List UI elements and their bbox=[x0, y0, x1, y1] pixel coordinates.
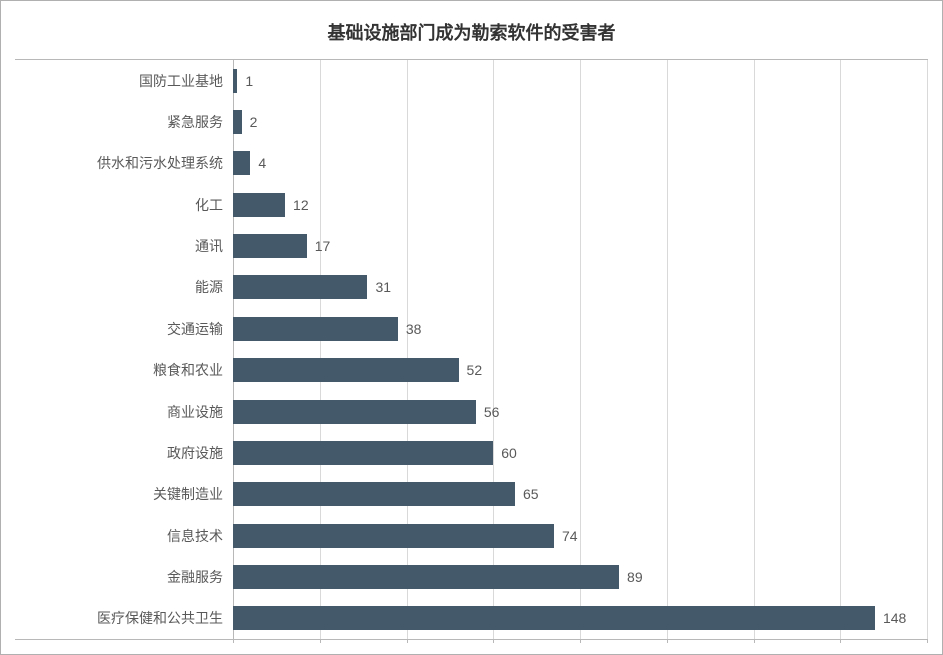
bar-row: 74 bbox=[233, 524, 927, 548]
x-tick bbox=[493, 639, 494, 643]
bar: 60 bbox=[233, 441, 493, 465]
category-label: 医疗保健和公共卫生 bbox=[97, 608, 223, 628]
bar-row: 60 bbox=[233, 441, 927, 465]
bar-row: 56 bbox=[233, 400, 927, 424]
bar-row: 65 bbox=[233, 482, 927, 506]
bar-value-label: 17 bbox=[315, 238, 331, 254]
bar-row: 148 bbox=[233, 606, 927, 630]
category-label: 关键制造业 bbox=[153, 484, 223, 504]
x-axis-ticks bbox=[233, 639, 927, 643]
chart-container: 基础设施部门成为勒索软件的受害者 12412173138525660657489… bbox=[0, 0, 943, 655]
category-label: 粮食和农业 bbox=[153, 360, 223, 380]
bar: 12 bbox=[233, 193, 285, 217]
bar-value-label: 31 bbox=[375, 279, 391, 295]
bar-row: 52 bbox=[233, 358, 927, 382]
bar-row: 38 bbox=[233, 317, 927, 341]
bar-row: 1 bbox=[233, 69, 927, 93]
bar: 1 bbox=[233, 69, 237, 93]
bar: 65 bbox=[233, 482, 515, 506]
category-label: 商业设施 bbox=[167, 402, 223, 422]
bar-value-label: 56 bbox=[484, 404, 500, 420]
bar-value-label: 38 bbox=[406, 321, 422, 337]
bar: 89 bbox=[233, 565, 619, 589]
x-tick bbox=[840, 639, 841, 643]
bar-row: 12 bbox=[233, 193, 927, 217]
gridline bbox=[927, 60, 928, 639]
bar-value-label: 1 bbox=[245, 73, 253, 89]
bar-value-label: 4 bbox=[258, 155, 266, 171]
bar: 74 bbox=[233, 524, 554, 548]
category-label: 化工 bbox=[195, 195, 223, 215]
x-tick bbox=[233, 639, 234, 643]
x-tick bbox=[754, 639, 755, 643]
category-label: 交通运输 bbox=[167, 319, 223, 339]
bar-row: 31 bbox=[233, 275, 927, 299]
bar: 148 bbox=[233, 606, 875, 630]
chart-title: 基础设施部门成为勒索软件的受害者 bbox=[1, 1, 942, 55]
bar-value-label: 2 bbox=[250, 114, 258, 130]
x-tick bbox=[667, 639, 668, 643]
plot-area: 12412173138525660657489148 国防工业基地紧急服务供水和… bbox=[15, 59, 928, 640]
bar: 56 bbox=[233, 400, 476, 424]
bar-value-label: 89 bbox=[627, 569, 643, 585]
bar-value-label: 65 bbox=[523, 486, 539, 502]
bar: 31 bbox=[233, 275, 367, 299]
category-label: 信息技术 bbox=[167, 526, 223, 546]
category-label: 政府设施 bbox=[167, 443, 223, 463]
bar-value-label: 60 bbox=[501, 445, 517, 461]
bar-row: 2 bbox=[233, 110, 927, 134]
bar-row: 4 bbox=[233, 151, 927, 175]
bar-value-label: 12 bbox=[293, 197, 309, 213]
bar-value-label: 148 bbox=[883, 610, 906, 626]
category-label: 紧急服务 bbox=[167, 112, 223, 132]
x-tick bbox=[580, 639, 581, 643]
bar: 2 bbox=[233, 110, 242, 134]
bar-value-label: 52 bbox=[467, 362, 483, 378]
bar: 38 bbox=[233, 317, 398, 341]
y-axis-labels: 国防工业基地紧急服务供水和污水处理系统化工通讯能源交通运输粮食和农业商业设施政府… bbox=[15, 60, 233, 639]
x-tick bbox=[320, 639, 321, 643]
bar: 17 bbox=[233, 234, 307, 258]
category-label: 国防工业基地 bbox=[139, 71, 223, 91]
category-label: 能源 bbox=[195, 277, 223, 297]
x-tick bbox=[407, 639, 408, 643]
category-label: 供水和污水处理系统 bbox=[97, 153, 223, 173]
bar: 52 bbox=[233, 358, 459, 382]
bar-row: 89 bbox=[233, 565, 927, 589]
bar-row: 17 bbox=[233, 234, 927, 258]
bar-value-label: 74 bbox=[562, 528, 578, 544]
category-label: 通讯 bbox=[195, 236, 223, 256]
bars-layer: 12412173138525660657489148 bbox=[233, 60, 927, 639]
bar: 4 bbox=[233, 151, 250, 175]
category-label: 金融服务 bbox=[167, 567, 223, 587]
x-tick bbox=[927, 639, 928, 643]
